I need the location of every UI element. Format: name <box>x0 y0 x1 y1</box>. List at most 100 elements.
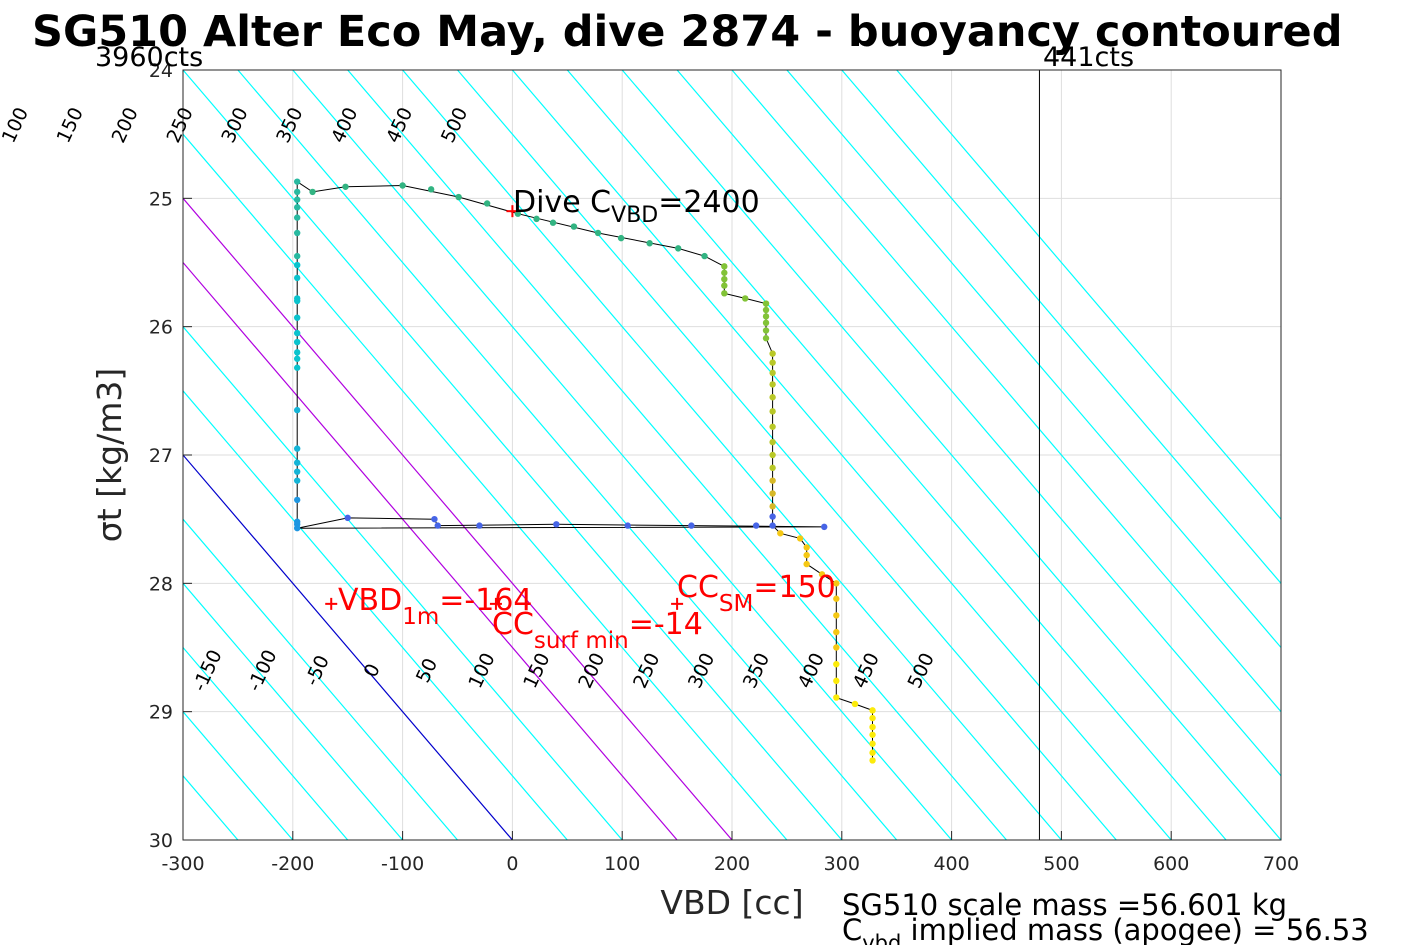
profile-point <box>674 245 682 252</box>
cc-sm-sub: SM <box>719 591 753 617</box>
profile-point <box>293 406 301 414</box>
profile-point <box>293 188 301 196</box>
profile-point <box>869 723 876 731</box>
x-tick-label: 0 <box>506 853 518 875</box>
profile-point <box>869 714 876 722</box>
profile-point <box>553 521 560 528</box>
marker-layer <box>325 205 684 610</box>
profile-point <box>688 522 695 529</box>
contour-line <box>183 389 568 840</box>
profile-point <box>293 252 301 260</box>
profile-point <box>769 477 776 484</box>
profile-point <box>721 263 728 270</box>
profile-point <box>309 188 316 196</box>
profile-point <box>769 464 776 472</box>
contour-line <box>183 261 678 840</box>
contour-line <box>511 70 1172 840</box>
profile-point <box>594 229 602 237</box>
profile-point <box>777 530 784 537</box>
contour-line <box>676 70 1281 777</box>
x-axis-label: VBD [cc] <box>660 883 803 922</box>
profile-point <box>769 513 776 520</box>
cc-sm-base: CC <box>677 570 719 605</box>
contour-label: 500 <box>437 104 472 146</box>
profile-point <box>293 214 301 221</box>
profile-point <box>833 595 840 602</box>
profile-point <box>762 300 770 307</box>
profile-point <box>570 223 578 230</box>
y-axis-label: σt [kg/m3] <box>90 368 129 542</box>
profile-point <box>431 515 438 523</box>
contour-line <box>566 70 1227 840</box>
contour-label: 100 <box>464 650 499 692</box>
profile-point <box>455 193 462 201</box>
profile-point <box>762 335 770 342</box>
x-tick-label: 600 <box>1153 853 1189 875</box>
y-tick-label: 27 <box>149 445 173 467</box>
profile-point <box>624 522 631 529</box>
contour-layer <box>0 70 1281 840</box>
profile-point <box>399 182 406 189</box>
profile-point <box>293 274 301 282</box>
profile-point <box>769 350 776 357</box>
profile-point <box>533 215 540 223</box>
profile-point <box>293 518 301 525</box>
footer-line-2-base: C <box>842 913 862 945</box>
profile-point <box>833 580 840 587</box>
profile-point <box>769 381 776 388</box>
contour-line <box>183 133 788 840</box>
contour-label: 250 <box>629 650 664 692</box>
contour-label: 450 <box>382 104 417 146</box>
x-tick-label: -300 <box>161 853 204 875</box>
contour-label: 200 <box>108 104 143 146</box>
profile-point <box>833 677 840 685</box>
cc-surf-min-sub: surf min <box>534 628 629 654</box>
profile-point <box>293 329 301 337</box>
profile-point <box>833 644 840 651</box>
dive-cvbd-base: Dive C <box>513 185 611 220</box>
profile-point <box>769 503 776 510</box>
cc-surf-min-annotation: CCsurf min=-14 <box>492 607 703 654</box>
cc-sm-tail: =150 <box>753 570 835 605</box>
profile-layer <box>293 178 876 764</box>
footer-line-2: Cvbd implied mass (apogee) = 56.53 <box>842 913 1369 945</box>
contour-line <box>0 70 18 840</box>
profile-point <box>762 313 770 320</box>
profile-point <box>293 314 301 321</box>
profile-point <box>293 364 301 371</box>
profile-point <box>293 459 301 466</box>
cc-surf-min-tail: =-14 <box>629 607 703 642</box>
contour-label: 350 <box>739 650 774 692</box>
profile-point <box>549 219 557 226</box>
profile-point <box>769 394 776 401</box>
contour-label: 400 <box>327 104 362 146</box>
profile-point <box>818 571 826 578</box>
contour-line <box>183 646 349 840</box>
profile-point <box>762 319 770 327</box>
vbd-1m-annotation: VBD1m=-164 <box>338 583 533 630</box>
profile-point <box>833 694 840 701</box>
profile-point <box>646 240 653 247</box>
contour-label: -50 <box>301 652 334 689</box>
profile-point <box>769 451 776 459</box>
profile-point <box>427 186 435 193</box>
contour-line <box>731 70 1281 713</box>
contour-line <box>402 70 1062 840</box>
contour-label: 300 <box>217 104 252 146</box>
profile-point <box>293 445 301 452</box>
profile-point <box>769 369 776 377</box>
profile-point <box>869 757 876 764</box>
vbd-1m-sub: 1m <box>402 604 439 630</box>
profile-point <box>476 522 483 529</box>
footer-line-1: SG510 scale mass =56.601 kg <box>842 888 1287 922</box>
dive-cvbd-tail: =2400 <box>658 185 759 220</box>
contour-line <box>0 70 73 840</box>
profile-point <box>869 731 876 738</box>
profile-point <box>833 660 840 668</box>
contour-label: 450 <box>849 650 884 692</box>
footer-line-2-sub: vbd <box>862 931 901 945</box>
tick-layer: -300 -200 -100 0 100 200 300 400 500 600 700242526… <box>149 60 1299 875</box>
contour-line <box>896 70 1281 521</box>
contour-label: 200 <box>574 650 609 692</box>
y-tick-label: 24 <box>149 60 173 82</box>
